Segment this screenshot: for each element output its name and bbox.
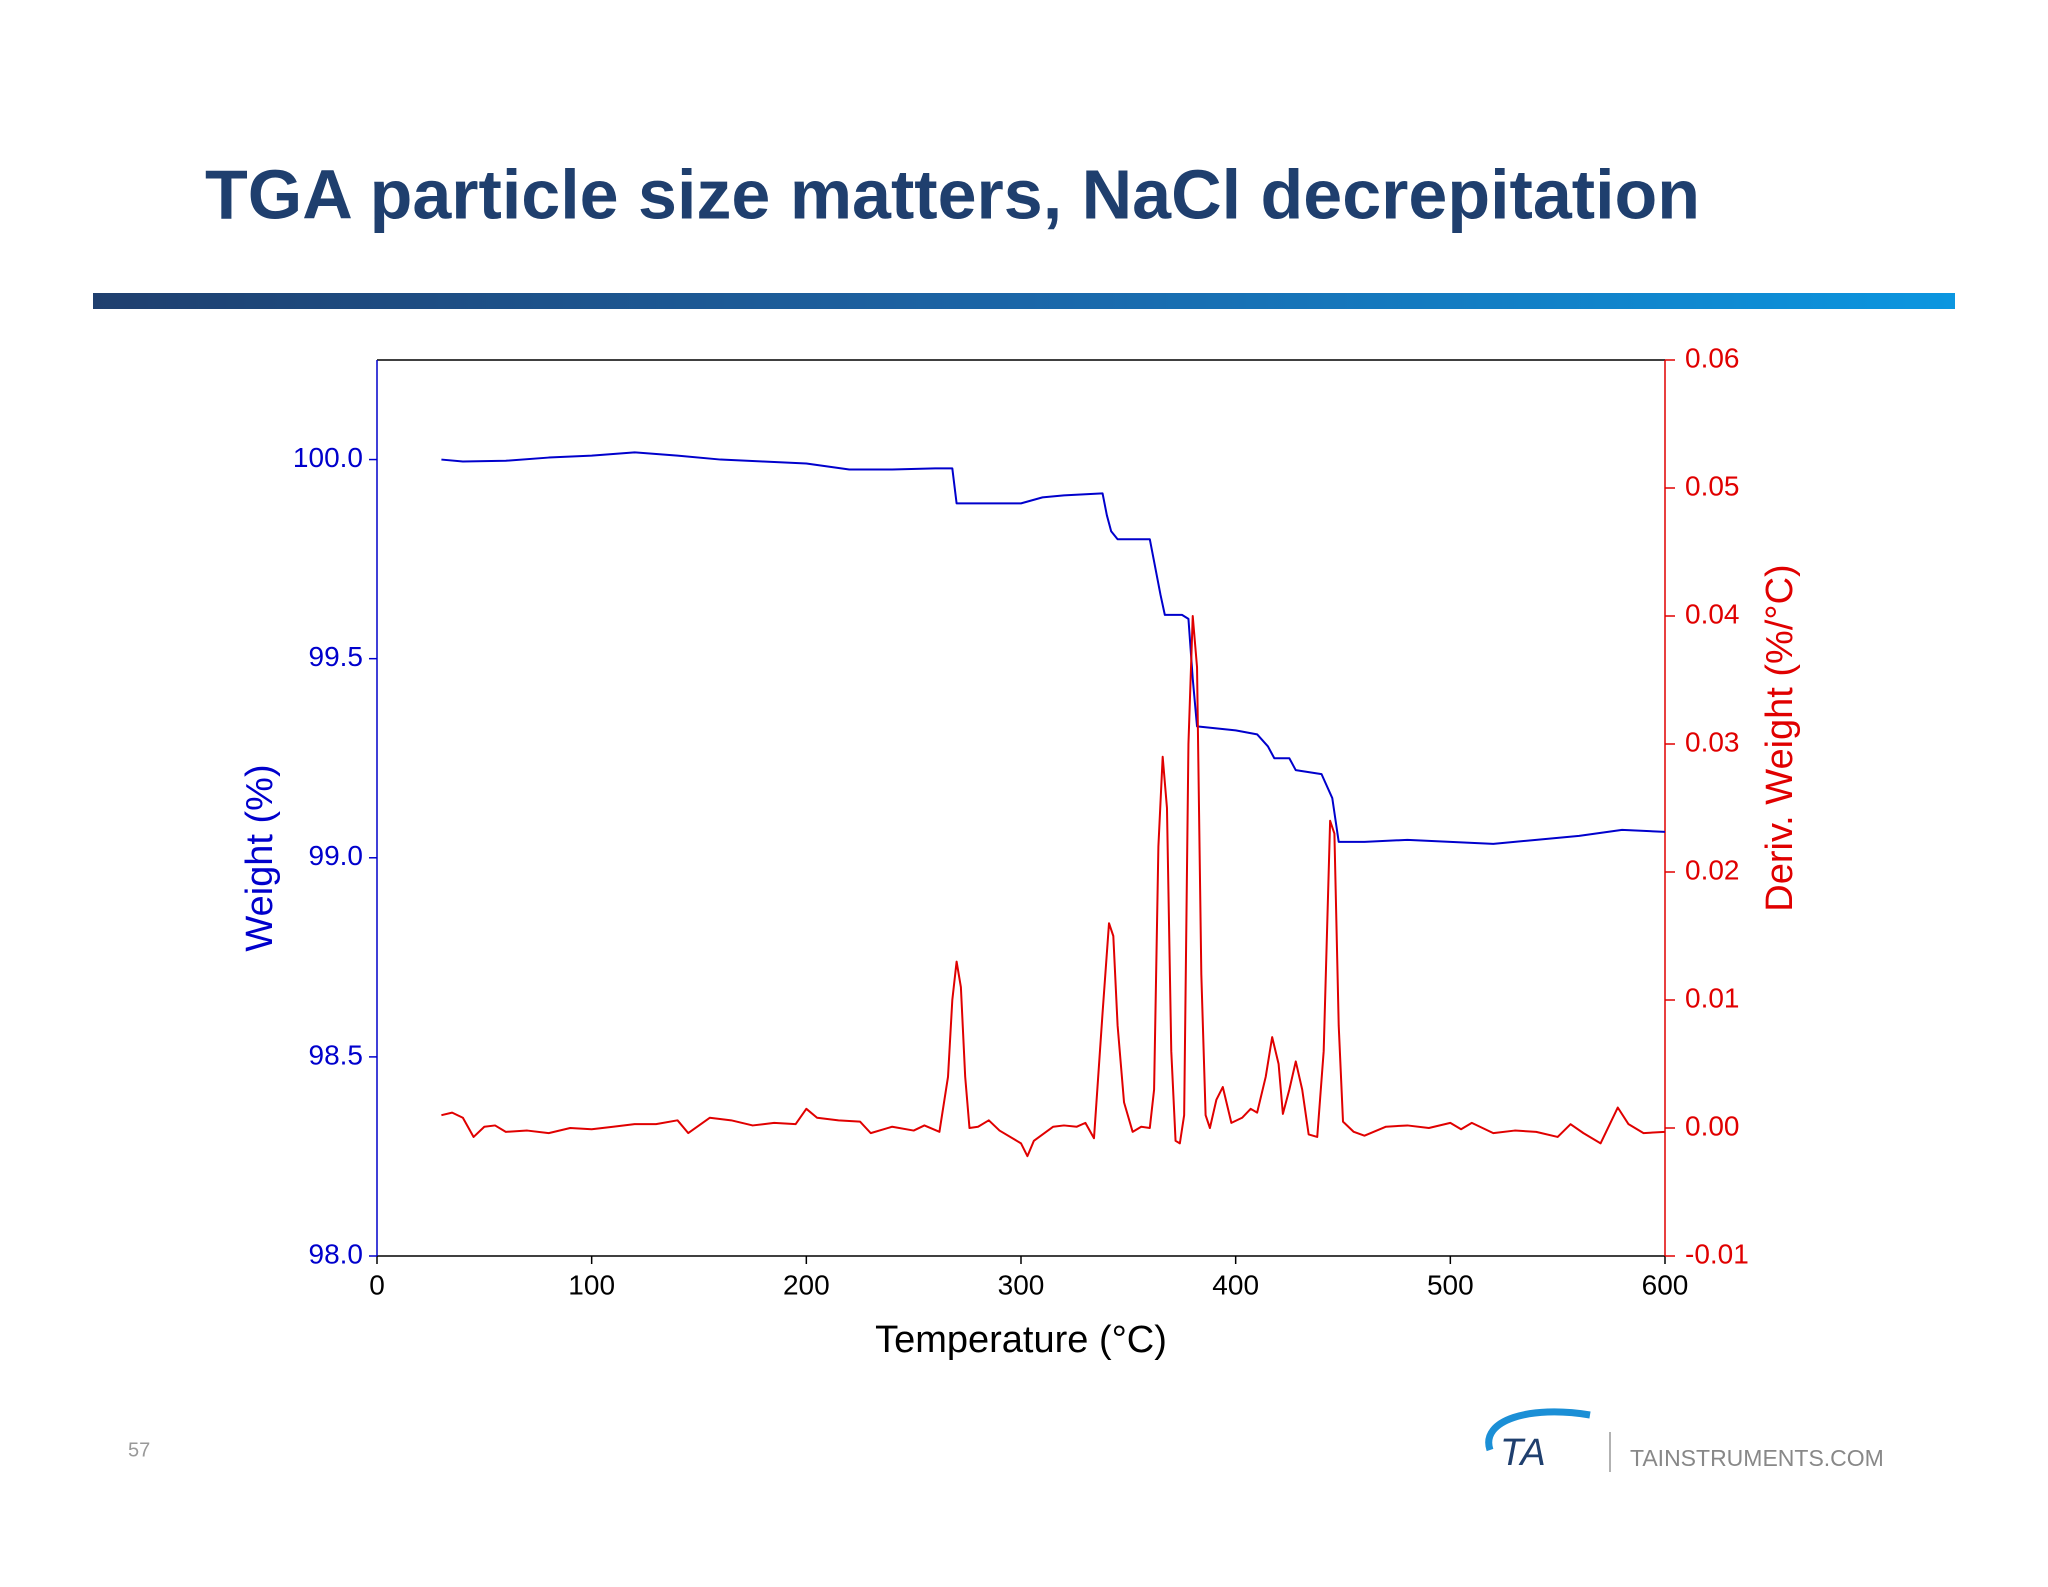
- logo-swoosh: [1485, 1408, 1591, 1452]
- x-tick-label: 100: [568, 1269, 615, 1300]
- y2-tick-label: 0.06: [1685, 342, 1740, 373]
- x-tick-label: 0: [369, 1269, 385, 1300]
- y-tick-label: 100.0: [293, 442, 363, 473]
- y2-tick-label: 0.03: [1685, 726, 1740, 757]
- website: TAINSTRUMENTS.COM: [1630, 1445, 1884, 1471]
- y-tick-label: 98.5: [309, 1039, 364, 1070]
- y2-tick-label: 0.05: [1685, 470, 1740, 501]
- x-tick-label: 600: [1642, 1269, 1689, 1300]
- x-axis-title: Temperature (°C): [875, 1319, 1167, 1361]
- series-line: [441, 451, 1666, 845]
- chart: 0 100 200 300 400 500 600 98.0 98.5 99.0 99.5 100.0…: [239, 342, 1801, 1361]
- y2-tick-label: 0.02: [1685, 854, 1740, 885]
- x-tick-label: 200: [783, 1269, 830, 1300]
- y2-axis-title: Deriv. Weight (%/°C): [1759, 564, 1801, 911]
- y-tick-label: 98.0: [309, 1238, 364, 1269]
- x-tick-label: 400: [1212, 1269, 1259, 1300]
- y-axis-title: Weight (%): [239, 764, 281, 951]
- x-tick-label: 500: [1427, 1269, 1474, 1300]
- y-tick-label: 99.5: [309, 641, 364, 672]
- logo-text: TA: [1500, 1432, 1546, 1474]
- y2-tick-label: 0.04: [1685, 598, 1740, 629]
- logo: TA TAINSTRUMENTS.COM: [1485, 1408, 1884, 1474]
- x-tick-label: 300: [998, 1269, 1045, 1300]
- slide-title: TGA particle size matters, NaCl decrepit…: [205, 155, 1700, 233]
- y2-tick-label: -0.01: [1685, 1238, 1749, 1269]
- y2-tick-label: 0.00: [1685, 1110, 1740, 1141]
- title-bar: [93, 293, 1955, 309]
- page-number: 57: [128, 1439, 150, 1461]
- series-line: [441, 615, 1666, 1158]
- y-tick-label: 99.0: [309, 840, 364, 871]
- y2-tick-label: 0.01: [1685, 982, 1740, 1013]
